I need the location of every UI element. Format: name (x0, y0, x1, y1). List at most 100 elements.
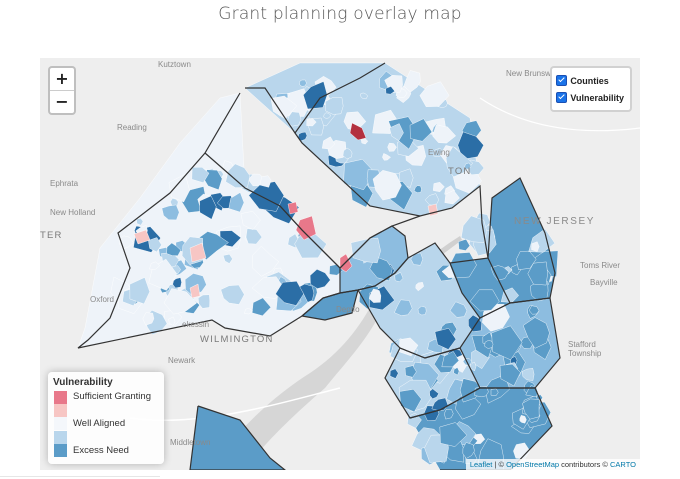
tract-192 (527, 261, 548, 286)
osm-link[interactable]: OpenStreetMap (506, 460, 560, 469)
legend-swatch-excess (54, 444, 67, 457)
legend-swatch-sufficient (54, 391, 67, 404)
tract-117 (259, 175, 272, 188)
tract-142 (360, 138, 369, 145)
tract-149 (415, 282, 424, 292)
tract-260 (439, 422, 468, 447)
tract-49 (251, 245, 279, 277)
legend-swatch-4 (54, 431, 67, 444)
county-kent (189, 405, 286, 470)
tract-15 (251, 297, 272, 317)
map-canvas[interactable] (40, 58, 640, 470)
tract-215 (394, 299, 413, 316)
layer-toggle-vulnerability[interactable]: Vulnerability (556, 89, 624, 106)
tract-53 (199, 195, 217, 220)
tract-127 (382, 153, 391, 161)
tract-123 (303, 81, 328, 110)
tract-259 (522, 398, 540, 420)
tract-178 (449, 252, 477, 279)
tract-186 (394, 272, 404, 282)
tract-red-2 (295, 215, 317, 241)
tract-125 (325, 97, 344, 115)
tract-36 (161, 204, 180, 221)
legend-label-excess: Excess Need (73, 445, 129, 456)
tract-red-8 (189, 283, 201, 299)
county-boundaries (77, 62, 561, 470)
tract-79 (166, 242, 182, 256)
tract-red-4 (133, 229, 151, 245)
tract-133 (432, 124, 456, 144)
tract-134 (270, 95, 298, 120)
tract-206 (521, 367, 535, 381)
tract-48 (228, 192, 245, 213)
layer-control: Counties Vulnerability (550, 66, 632, 112)
tract-80 (197, 294, 211, 309)
tract-211 (458, 238, 471, 251)
tract-227 (398, 337, 419, 357)
tract-67 (172, 277, 182, 289)
tract-144 (372, 170, 402, 201)
vulnerability-checkbox[interactable] (556, 92, 568, 103)
tract-218 (522, 317, 550, 349)
tract-red-5 (339, 253, 353, 273)
place-label-wilmington: WILMINGTON (200, 334, 274, 345)
tract-130 (432, 181, 445, 193)
attribution: Leaflet | © OpenStreetMap contributors ©… (465, 459, 640, 470)
tract-136 (409, 118, 433, 142)
tract-233 (429, 388, 439, 400)
tract-212 (499, 363, 521, 387)
tract-27 (148, 237, 162, 253)
tract-128 (343, 159, 376, 191)
county-cumberland (409, 387, 553, 470)
legend-swatch-2 (54, 404, 67, 417)
tract-171 (449, 301, 468, 318)
tract-217 (404, 365, 417, 378)
tract-145 (342, 147, 353, 160)
tract-223 (469, 361, 477, 372)
tract-156 (482, 304, 510, 332)
legend-label-well-aligned: Well Aligned (73, 418, 126, 429)
map-container[interactable]: Kutztown New Brunsw Reading Ewing TON Ep… (40, 58, 640, 470)
tract-75 (129, 277, 150, 305)
zoom-control: + − (48, 66, 76, 115)
zoom-in-button[interactable]: + (55, 69, 69, 88)
tract-82 (168, 173, 190, 203)
tract-235 (444, 408, 454, 420)
tract-119 (297, 131, 308, 142)
tract-77 (149, 261, 161, 270)
tract-118 (457, 131, 484, 160)
tract-14 (309, 269, 331, 289)
tract-31 (136, 218, 144, 226)
tract-76 (191, 167, 210, 183)
tract-147 (463, 162, 472, 170)
tract-160 (528, 305, 540, 315)
tract-253 (407, 412, 422, 429)
tract-42 (220, 284, 245, 305)
tract-143 (286, 111, 302, 127)
tract-228 (531, 241, 540, 252)
tract-209 (490, 388, 499, 396)
zoom-out-button[interactable]: − (50, 90, 74, 113)
leaflet-link[interactable]: Leaflet (469, 460, 493, 469)
tract-126 (385, 86, 395, 95)
carto-link[interactable]: CARTO (610, 460, 636, 469)
tract-138 (359, 92, 368, 100)
tract-216 (434, 328, 457, 350)
tract-129 (444, 190, 460, 205)
tract-74 (275, 281, 304, 306)
tract-132 (419, 81, 450, 107)
tract-146 (323, 112, 332, 119)
tract-97 (403, 70, 421, 93)
place-label-trenton: TON (448, 166, 472, 177)
tract-255 (462, 442, 475, 459)
tract-78 (163, 288, 197, 315)
counties-checkbox[interactable] (556, 75, 568, 86)
place-label-lancaster: TER (40, 230, 63, 241)
layer-toggle-counties[interactable]: Counties (556, 72, 624, 89)
tract-141 (306, 118, 317, 127)
attrib-sep: | © (492, 460, 507, 469)
tract-245 (519, 415, 527, 424)
tract-88 (413, 185, 422, 193)
tract-81 (142, 312, 155, 326)
legend-label-sufficient: Sufficient Granting (73, 391, 151, 402)
